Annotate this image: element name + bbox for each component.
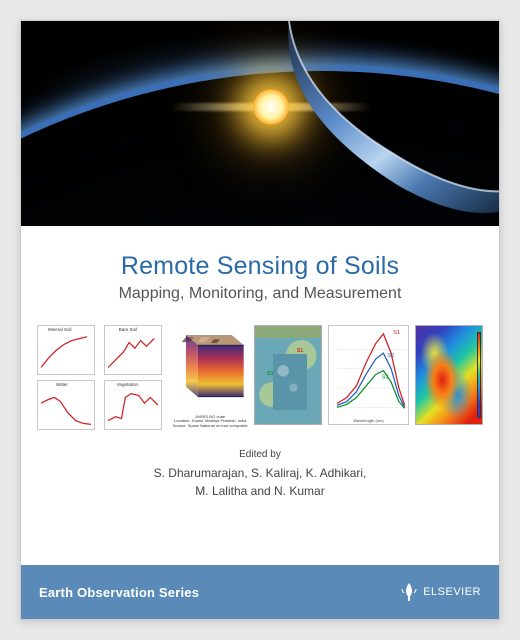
- lake-satellite-image: S1 S2 S3: [254, 325, 322, 425]
- sample-point-s2: S2: [283, 386, 293, 396]
- spectral-rrs-plot: S1 S2 S3 Wavelength (nm): [328, 325, 410, 425]
- chart-water: Water: [37, 380, 95, 430]
- cover-banner: [21, 21, 499, 226]
- spectral-xlabel: Wavelength (nm): [353, 418, 383, 423]
- book-cover: Remote Sensing of Soils Mapping, Monitor…: [20, 20, 500, 620]
- chart-bare-soil: Bare Soil: [104, 325, 162, 375]
- series-name: Earth Observation Series: [39, 585, 199, 600]
- edited-by-label: Edited by: [21, 449, 499, 460]
- publisher-logo: ELSEVIER: [400, 581, 481, 603]
- hyperspectral-cube: AVIRIS-NG cube Location: Jhansi, Madhya …: [172, 325, 248, 431]
- editor-names: S. Dharumarajan, S. Kaliraj, K. Adhikari…: [21, 464, 499, 500]
- series-label-s2: S2: [387, 353, 394, 359]
- chart-mineral-soil: Mineral Soil: [37, 325, 95, 375]
- sample-point-s3: S3: [267, 371, 277, 381]
- page-curl: [229, 21, 499, 226]
- colorbar: [477, 332, 481, 418]
- editors-block: Edited by S. Dharumarajan, S. Kaliraj, K…: [21, 449, 499, 500]
- book-subtitle: Mapping, Monitoring, and Measurement: [49, 285, 471, 303]
- series-footer: Earth Observation Series ELSEVIER: [21, 565, 499, 619]
- series-label-s1: S1: [393, 330, 400, 336]
- thermal-map: [415, 325, 483, 425]
- sample-point-s1: S1: [297, 348, 307, 358]
- cube-caption: AVIRIS-NG cube Location: Jhansi, Madhya …: [172, 415, 248, 428]
- figure-strip: Mineral Soil Bare Soil Water Vegetation: [21, 313, 499, 431]
- series-label-s3: S3: [381, 374, 388, 380]
- chart-vegetation: Vegetation: [104, 380, 162, 430]
- book-title: Remote Sensing of Soils: [49, 252, 471, 281]
- elsevier-tree-icon: [400, 581, 418, 603]
- title-block: Remote Sensing of Soils Mapping, Monitor…: [21, 226, 499, 313]
- publisher-name: ELSEVIER: [423, 586, 481, 598]
- quad-spectral-charts: Mineral Soil Bare Soil Water Vegetation: [37, 325, 166, 431]
